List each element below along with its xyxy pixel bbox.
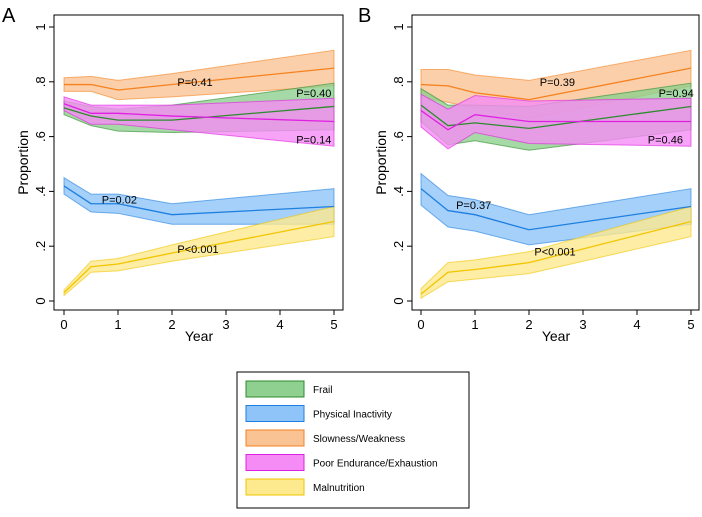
- y-tick-label: .2: [391, 241, 406, 252]
- x-tick-label: 5: [687, 317, 694, 332]
- y-tick-label: 0: [391, 297, 406, 304]
- legend-item: Frail: [245, 380, 332, 398]
- x-axis-label: Year: [185, 328, 214, 344]
- panel-A: A 0 1 2 3 4 5 0 .2 .4 .6 .8 1 Year Proportion P=0.41 P=0…: [2, 5, 344, 344]
- panel-label: B: [358, 5, 371, 27]
- y-axis-label: Proportion: [15, 130, 31, 195]
- x-tick-label: 2: [168, 317, 175, 332]
- legend-label: Physical Inactivity: [313, 410, 392, 421]
- mean-line-physical-inactivity: [420, 188, 692, 231]
- legend-swatch: [245, 429, 305, 447]
- plot-frame: [53, 14, 344, 311]
- x-tick-label: 1: [471, 317, 478, 332]
- x-tick-label: 0: [417, 317, 424, 332]
- legend-label: Malnutrition: [313, 483, 365, 494]
- legend-swatch: [245, 454, 305, 471]
- y-tick-label: 1: [391, 23, 406, 30]
- legend-item: Malnutrition: [245, 478, 365, 496]
- x-axis-label: Year: [542, 328, 571, 344]
- x-tick-label: 5: [330, 317, 337, 332]
- mean-line-frail: [63, 105, 335, 121]
- plot-frame: [411, 14, 700, 311]
- mean-line-physical-inactivity: [63, 185, 335, 216]
- x-tick-label: 3: [222, 317, 229, 332]
- legend-swatch: [245, 478, 305, 496]
- p-value-annotation: P<0.001: [177, 244, 218, 256]
- x-tick-label: 2: [525, 317, 532, 332]
- legend-item: Slowness/Weakness: [245, 429, 405, 447]
- y-tick-label: .2: [33, 241, 48, 252]
- y-tick-label: .4: [33, 186, 48, 197]
- y-tick-label: .6: [33, 131, 48, 142]
- p-value-annotation: P=0.41: [177, 77, 212, 89]
- x-tick-label: 1: [114, 317, 121, 332]
- legend-item: Poor Endurance/Exhaustion: [245, 454, 438, 471]
- legend: Frail Physical Inactivity Slowness/Weaknes…: [236, 371, 470, 509]
- p-value-annotation: P=0.39: [540, 77, 575, 89]
- mean-line-poor-endurance-exhaustion: [63, 103, 335, 123]
- p-value-annotation: P=0.40: [296, 88, 331, 100]
- y-tick-label: .4: [391, 186, 406, 197]
- y-tick-label: 0: [33, 297, 48, 304]
- legend-label: Frail: [313, 385, 332, 396]
- mean-line-malnutrition: [420, 220, 692, 295]
- y-tick-label: .8: [33, 76, 48, 87]
- mean-line-slowness-weakness: [64, 67, 335, 91]
- x-tick-label: 4: [633, 317, 640, 332]
- panel-label: A: [2, 5, 16, 27]
- legend-label: Poor Endurance/Exhaustion: [313, 459, 438, 470]
- x-tick-label: 4: [276, 317, 283, 332]
- y-tick-label: .6: [391, 131, 406, 142]
- p-value-annotation: P=0.14: [296, 134, 331, 146]
- ci-band-malnutrition: [63, 205, 335, 297]
- p-value-annotation: P=0.02: [102, 195, 137, 207]
- y-tick-label: .8: [391, 76, 406, 87]
- ci-band-poor-endurance-exhaustion: [63, 96, 335, 147]
- legend-swatch: [245, 405, 305, 422]
- panel-B: B 0 1 2 3 4 5 0 .2 .4 .6 .8 1 Year Proportion P=0.39 P=0…: [358, 5, 700, 344]
- y-tick-label: 1: [33, 23, 48, 30]
- ci-band-malnutrition: [420, 205, 692, 300]
- x-tick-label: 3: [579, 317, 586, 332]
- legend-swatch: [245, 380, 305, 398]
- legend-item: Physical Inactivity: [245, 405, 392, 422]
- y-axis-label: Proportion: [373, 130, 389, 195]
- p-value-annotation: P=0.94: [659, 88, 694, 100]
- mean-line-poor-endurance-exhaustion: [420, 110, 691, 131]
- mean-line-malnutrition: [63, 220, 335, 294]
- mean-line-slowness-weakness: [420, 67, 692, 101]
- legend-label: Slowness/Weakness: [313, 434, 405, 445]
- x-tick-label: 0: [60, 317, 67, 332]
- p-value-annotation: P=0.46: [648, 134, 683, 146]
- p-value-annotation: P<0.001: [534, 247, 575, 259]
- p-value-annotation: P=0.37: [456, 200, 491, 212]
